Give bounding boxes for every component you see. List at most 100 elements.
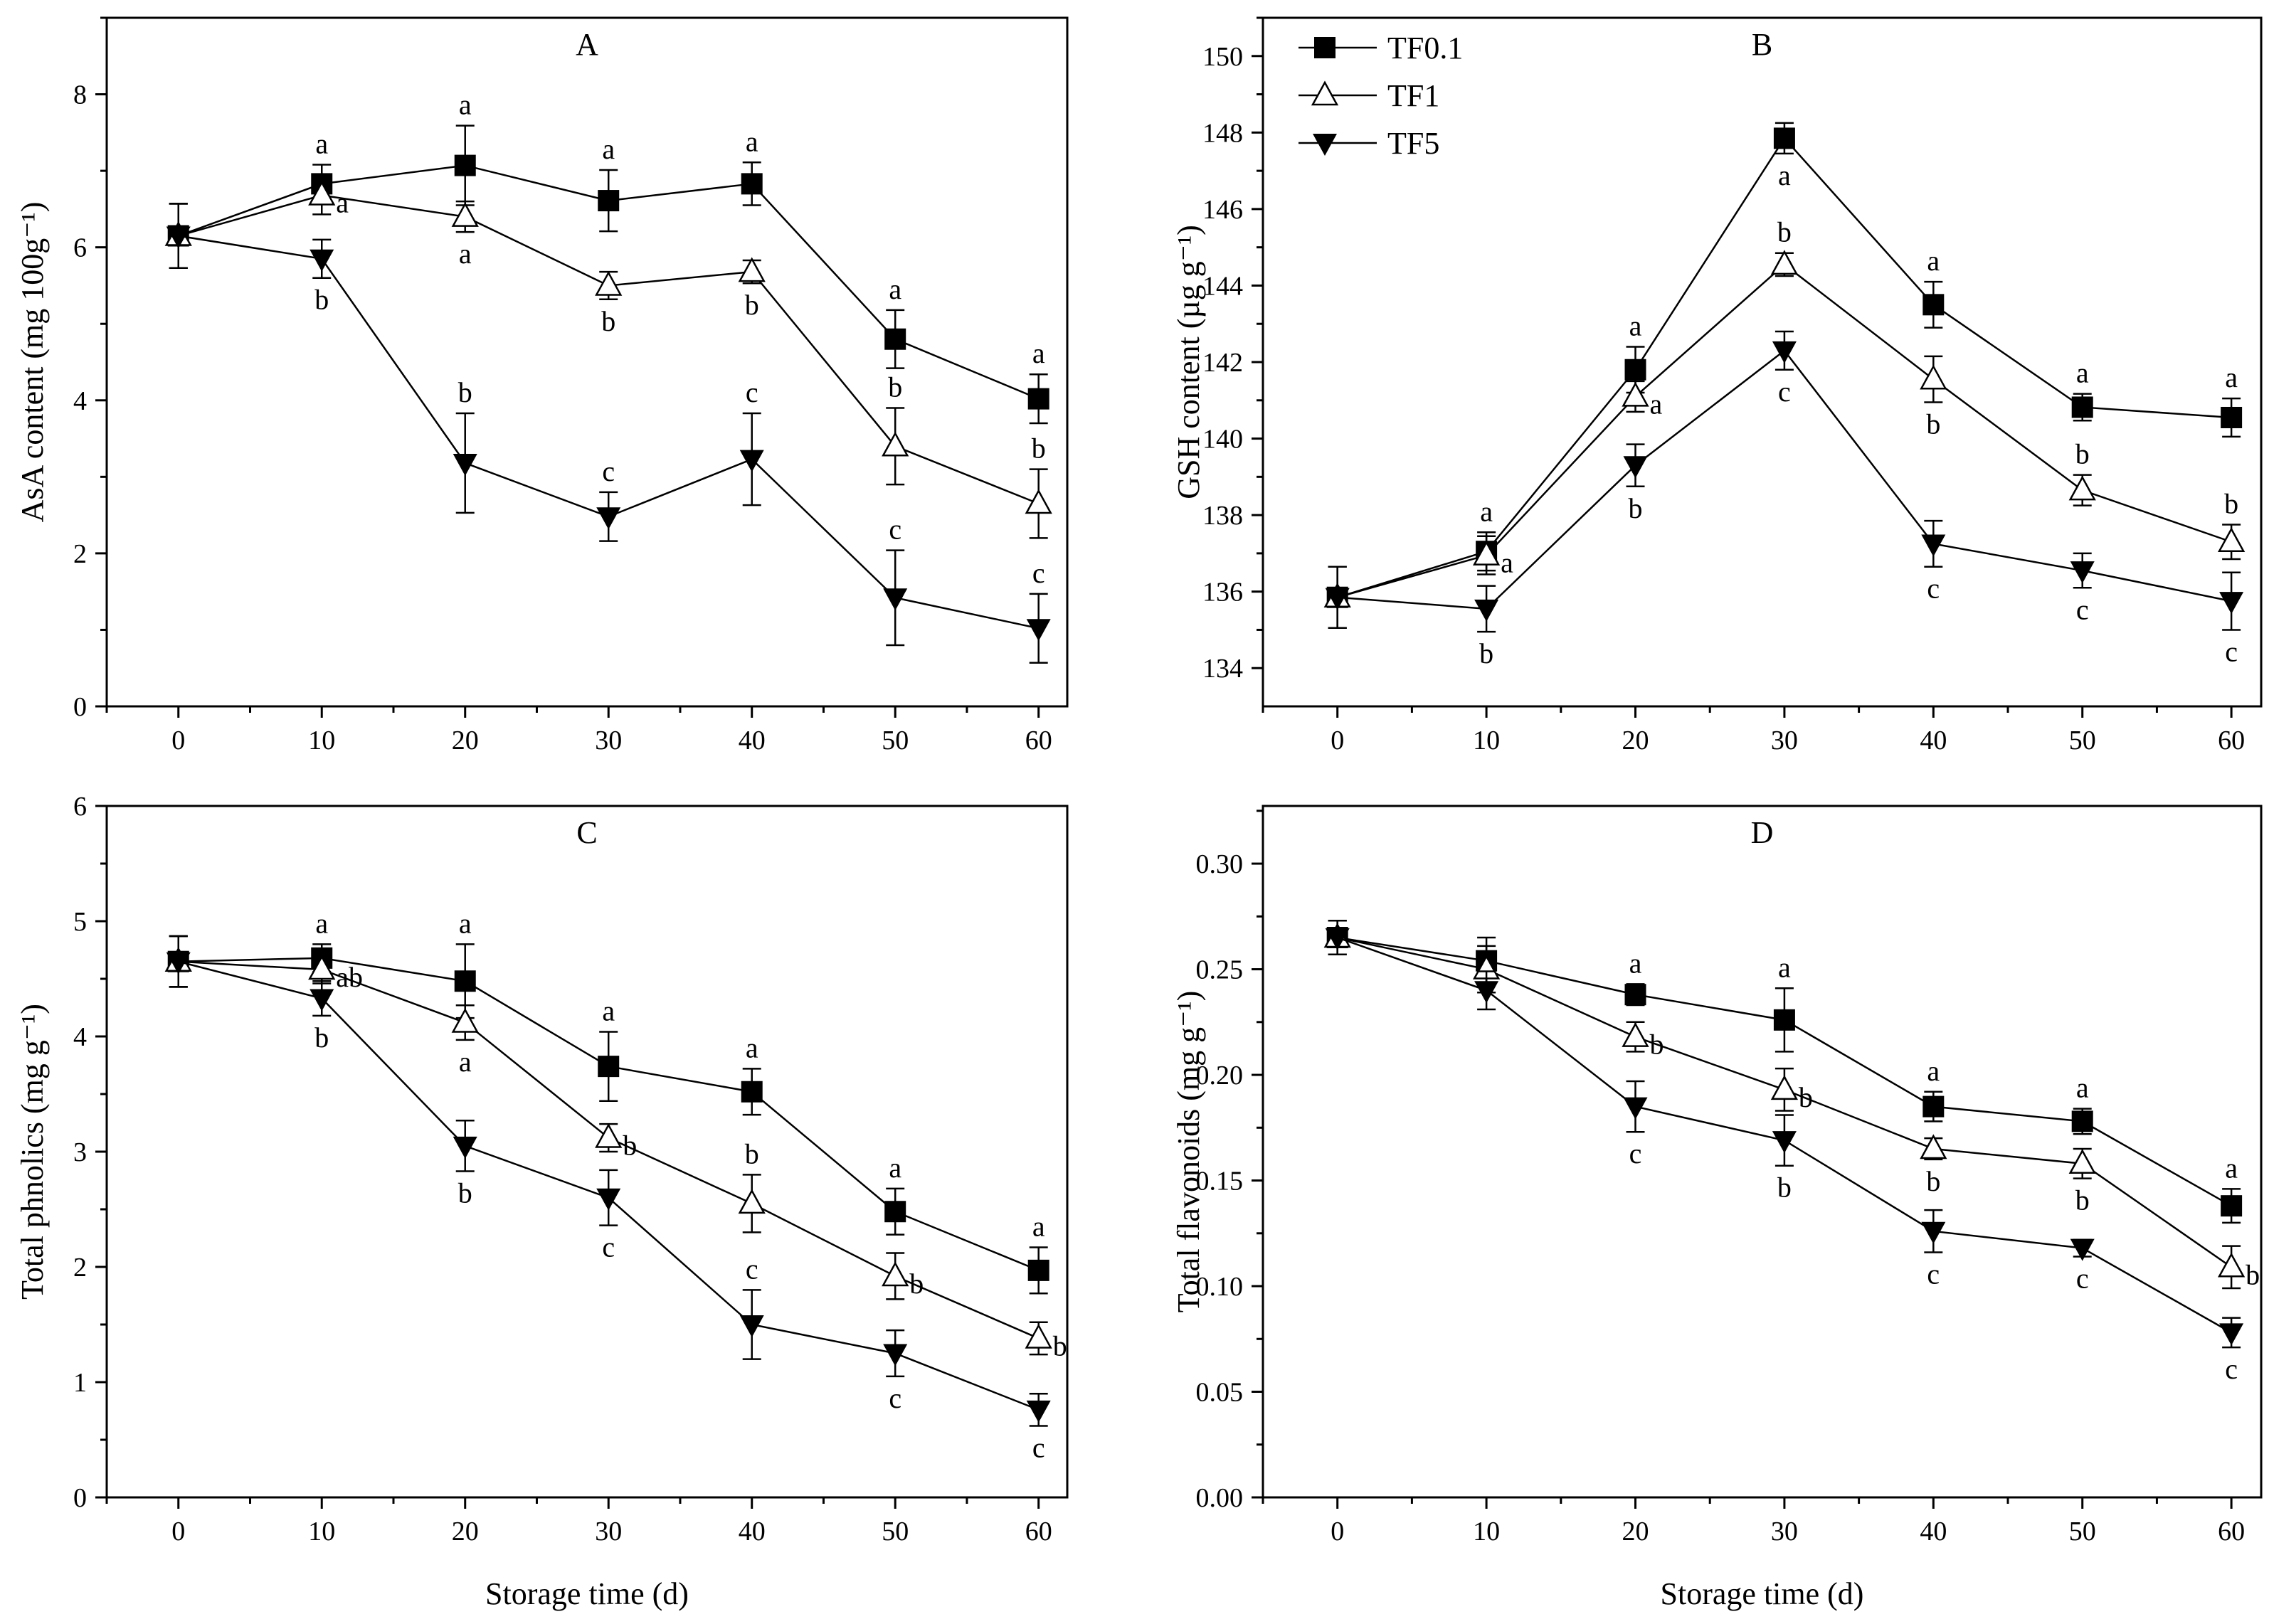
x-tick-label: 40 <box>1920 726 1947 755</box>
data-point <box>595 270 623 296</box>
x-axis-title-right: Storage time (d) <box>1661 1576 1864 1611</box>
y-tick-label: 3 <box>73 1137 87 1167</box>
x-tick-label: 60 <box>2218 726 2245 755</box>
y-tick-label: 0.10 <box>1196 1272 1244 1302</box>
data-point <box>598 190 620 212</box>
significance-label: a <box>1480 495 1493 527</box>
y-tick-label: 136 <box>1202 578 1243 607</box>
x-tick-label: 0 <box>1331 726 1344 755</box>
data-point <box>884 328 906 350</box>
data-point <box>1026 1400 1051 1423</box>
data-point <box>1920 1134 1947 1159</box>
data-point <box>454 970 476 992</box>
significance-label: b <box>745 1137 759 1169</box>
y-tick-label: 1 <box>73 1368 87 1398</box>
legend-entry-tf01: TF0.1 <box>1299 31 1463 65</box>
x-tick-label: 20 <box>452 1517 479 1546</box>
y-tick-label: 150 <box>1202 42 1243 72</box>
significance-label: a <box>1501 547 1513 579</box>
data-point <box>2219 592 2244 615</box>
data-point <box>1773 1009 1795 1031</box>
y-tick-label: 4 <box>73 386 87 416</box>
data-point <box>2071 396 2093 418</box>
significance-label: c <box>889 1382 901 1414</box>
legend-marker <box>1311 80 1339 106</box>
y-tick-label: 148 <box>1202 118 1243 148</box>
data-point <box>2218 1252 2246 1278</box>
x-tick-label: 20 <box>452 726 479 755</box>
significance-label: b <box>888 371 902 403</box>
data-point <box>1770 250 1799 275</box>
data-point <box>595 1123 623 1148</box>
data-point <box>2221 1195 2243 1217</box>
panel-letter: D <box>1751 815 1774 850</box>
legend-label: TF0.1 <box>1387 31 1463 65</box>
x-tick-label: 0 <box>1331 1517 1344 1546</box>
significance-label: b <box>1629 492 1643 524</box>
x-tick-label: 60 <box>1025 1517 1052 1546</box>
data-point <box>739 450 764 472</box>
significance-label: a <box>1927 245 1940 277</box>
y-tick-label: 4 <box>73 1022 87 1052</box>
x-tick-label: 50 <box>882 726 909 755</box>
panel-letter: A <box>576 27 598 62</box>
data-point <box>453 1136 477 1159</box>
data-point <box>1025 1323 1052 1349</box>
data-point <box>596 507 621 530</box>
significance-label: ab <box>336 961 363 993</box>
data-point <box>1026 619 1051 642</box>
significance-label: b <box>623 1130 637 1162</box>
chart-panel-a: 0 10 20 30 40 50 60 0 2 4 6 8 A AsA content (mg 100g⁻… <box>15 16 1069 755</box>
significance-label: a <box>2225 361 2238 393</box>
significance-label: a <box>602 995 615 1027</box>
significance-label: c <box>2225 635 2238 667</box>
series-tf5: b b c c c c <box>1325 330 2244 669</box>
data-point <box>741 173 763 195</box>
plot-frame <box>105 805 1069 1499</box>
significance-label: c <box>746 1253 758 1285</box>
data-point <box>1921 534 1946 557</box>
y-axis-title: AsA content (mg 100g⁻¹) <box>15 202 50 523</box>
data-point <box>1027 388 1049 410</box>
significance-label: b <box>601 305 615 337</box>
data-point <box>2068 1149 2096 1174</box>
x-tick-label: 10 <box>1473 726 1500 755</box>
x-tick-label: 0 <box>171 1517 185 1546</box>
plot-frame <box>105 16 1069 708</box>
legend-entry-tf1: TF1 <box>1299 78 1439 113</box>
data-point <box>451 202 479 227</box>
y-tick-label: 144 <box>1202 271 1243 301</box>
data-point <box>739 1315 764 1337</box>
data-point <box>1624 984 1646 1006</box>
y-tick-label: 0.05 <box>1196 1378 1244 1408</box>
x-tick-label: 30 <box>595 726 622 755</box>
data-point <box>310 989 334 1012</box>
y-tick-label: 2 <box>73 539 87 569</box>
significance-label: b <box>1777 1172 1792 1204</box>
data-point <box>310 249 334 272</box>
y-tick-label: 0 <box>73 692 87 722</box>
data-point <box>2219 1323 2244 1346</box>
data-point <box>454 154 476 176</box>
significance-label: b <box>745 289 759 321</box>
data-point <box>166 952 191 975</box>
data-point <box>1772 341 1797 363</box>
significance-label: b <box>2224 488 2238 520</box>
significance-label: a <box>315 128 328 160</box>
significance-label: c <box>1032 557 1045 589</box>
data-point <box>2221 406 2243 428</box>
data-point <box>166 226 191 249</box>
significance-label: c <box>889 514 901 546</box>
data-point <box>1770 1075 1799 1100</box>
x-tick-label: 40 <box>739 726 766 755</box>
significance-label: a <box>1032 1210 1045 1242</box>
series-tf5: c b c c c <box>1325 920 2244 1385</box>
data-point <box>1325 588 1350 610</box>
y-tick-label: 138 <box>1202 501 1243 531</box>
x-tick-label: 30 <box>1771 726 1798 755</box>
significance-label: b <box>2075 438 2090 470</box>
data-point <box>884 1201 906 1223</box>
data-point <box>882 431 909 457</box>
data-point <box>1622 381 1649 407</box>
